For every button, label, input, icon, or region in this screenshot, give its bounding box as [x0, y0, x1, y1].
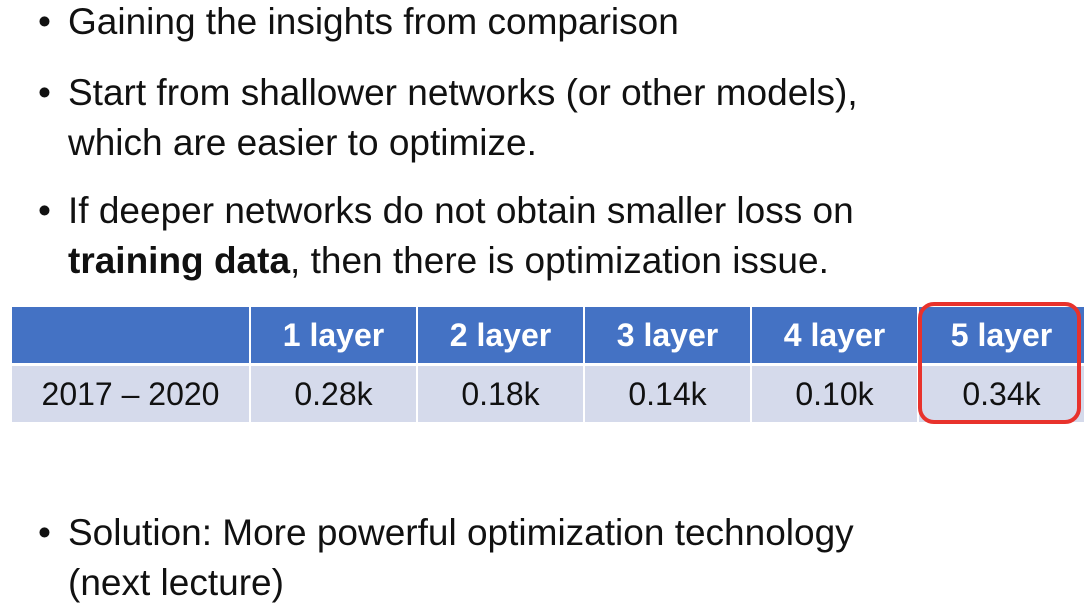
bullet-deeper-networks: • If deeper networks do not obtain small…	[28, 186, 1078, 286]
bullet-solution: • Solution: More powerful optimization t…	[28, 508, 1078, 608]
bullet-point: •	[38, 190, 51, 231]
value-cell-1-layer: 0.28k	[250, 364, 418, 422]
bullet-point: •	[38, 512, 51, 553]
header-cell-2-layer: 2 layer	[417, 307, 585, 366]
header-cell-3-layer: 3 layer	[584, 307, 752, 366]
bullet-text-line2: training data, then there is optimizatio…	[68, 236, 1078, 286]
loss-comparison-table: 1 layer 2 layer 3 layer 4 layer 5 layer …	[12, 307, 1086, 422]
bullet-text-line1: Solution: More powerful optimization tec…	[68, 512, 854, 553]
bullet-text-rest: , then there is optimization issue.	[290, 240, 829, 281]
header-cell-1-layer: 1 layer	[250, 307, 418, 366]
value-cell-5-layer: 0.34k	[918, 364, 1086, 422]
table-row: 2017 – 2020 0.28k 0.18k 0.14k 0.10k 0.34…	[12, 364, 1086, 422]
bullet-point: •	[38, 1, 51, 42]
bullet-text-line1: If deeper networks do not obtain smaller…	[68, 190, 854, 231]
bullet-gaining-insights: • Gaining the insights from comparison	[28, 0, 1078, 47]
bullet-point: •	[38, 72, 51, 113]
bold-training-data: training data	[68, 240, 291, 281]
bullet-text-line1: Start from shallower networks (or other …	[68, 72, 858, 113]
value-cell-4-layer: 0.10k	[751, 364, 919, 422]
bullet-text-line2: which are easier to optimize.	[68, 122, 537, 163]
value-cell-3-layer: 0.14k	[584, 364, 752, 422]
row-label-cell: 2017 – 2020	[12, 364, 251, 422]
bullet-text: Gaining the insights from comparison	[68, 1, 679, 42]
bullet-shallower-networks: • Start from shallower networks (or othe…	[28, 68, 1078, 168]
header-cell-4-layer: 4 layer	[751, 307, 919, 366]
bullet-text-line2: (next lecture)	[68, 562, 284, 603]
value-cell-2-layer: 0.18k	[417, 364, 585, 422]
table-header-row: 1 layer 2 layer 3 layer 4 layer 5 layer	[12, 307, 1086, 366]
header-cell-5-layer: 5 layer	[918, 307, 1086, 366]
header-cell-empty	[12, 307, 251, 366]
